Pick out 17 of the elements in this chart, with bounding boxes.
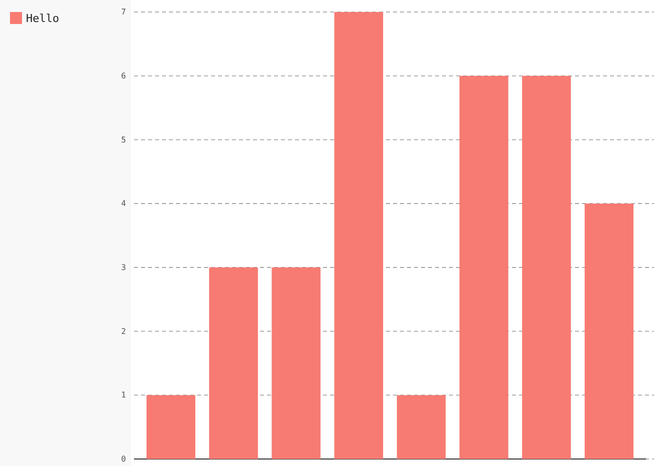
y-tick-label: 2 [121, 326, 126, 336]
legend-label: Hello [26, 12, 60, 25]
y-tick-label: 4 [121, 199, 126, 208]
bar [459, 76, 508, 459]
y-tick-label: 7 [121, 8, 126, 17]
bar [146, 395, 196, 459]
bar [209, 267, 258, 459]
y-tick-label: 5 [121, 135, 126, 144]
bar [396, 395, 446, 459]
bar [522, 76, 571, 459]
bar [584, 204, 634, 459]
y-tick-label: 1 [121, 390, 126, 400]
bar [334, 12, 384, 459]
bar [272, 267, 321, 459]
y-tick-label: 6 [121, 71, 126, 80]
y-tick-label: 3 [121, 262, 126, 272]
y-tick-label: 0 [121, 454, 126, 464]
